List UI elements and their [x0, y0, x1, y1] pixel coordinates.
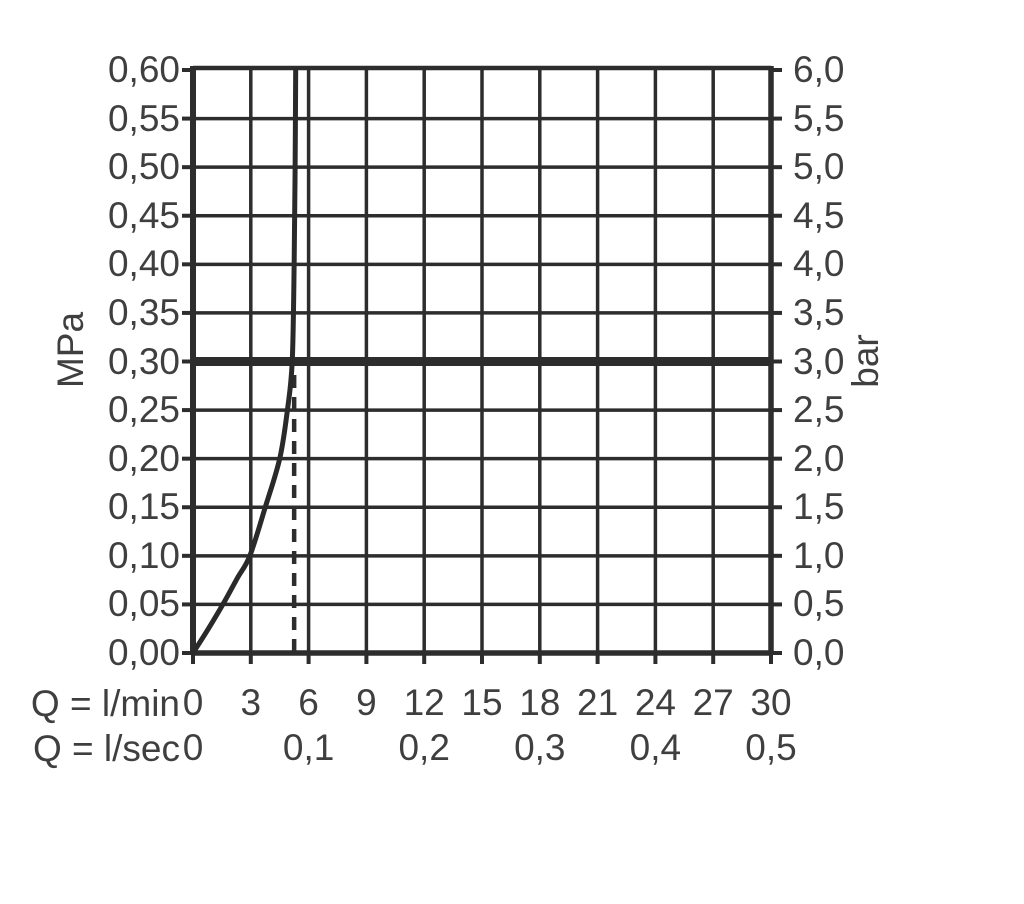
x-lmin-tick-label: 18	[519, 682, 561, 723]
y-right-tick-label: 1,0	[793, 534, 845, 576]
y-left-tick-label: 0,20	[107, 437, 180, 479]
y-right-tick-label: 5,0	[793, 146, 845, 188]
y-left-tick-label: 0,25	[107, 389, 180, 431]
x-axis-lmin-label: Q = l/min	[30, 683, 180, 724]
y-right-tick-label: 0,5	[793, 583, 845, 625]
flow-pressure-curve	[190, 67, 299, 656]
y-right-tick-label: 3,5	[793, 291, 845, 333]
y-left-tick-label: 0,00	[107, 632, 180, 673]
x-lmin-tick-label: 9	[356, 682, 377, 723]
y-left-tick-label: 0,55	[107, 97, 180, 139]
y-right-tick-label: 3,0	[793, 340, 845, 382]
x-lsec-tick-label: 0,3	[514, 727, 566, 768]
y-left-tick-label: 0,05	[107, 583, 180, 625]
y-right-tick-label: 4,5	[793, 194, 845, 236]
y-left-tick-label: 0,45	[107, 194, 180, 236]
y-right-tick-label: 2,5	[793, 389, 845, 431]
y-right-tick-label: 5,5	[793, 97, 845, 139]
y-left-tick-label: 0,40	[107, 243, 180, 285]
x-lmin-tick-label: 15	[461, 682, 503, 723]
x-lsec-tick-label: 0,4	[629, 727, 682, 768]
x-lmin-tick-label: 6	[298, 682, 319, 723]
x-lsec-tick-label: 0,5	[745, 727, 797, 768]
x-lsec-tick-label: 0,2	[398, 727, 450, 768]
y-right-tick-label: 0,0	[793, 632, 845, 673]
x-lsec-tick-label: 0	[182, 727, 204, 768]
x-axis-lsec-label: Q = l/sec	[32, 728, 180, 769]
y-left-tick-label: 0,50	[107, 146, 180, 188]
y-left-tick-label: 0,10	[107, 534, 180, 576]
x-lmin-tick-label: 0	[182, 682, 204, 723]
x-lmin-tick-label: 27	[692, 682, 734, 723]
y-left-tick-label: 0,35	[107, 291, 180, 333]
x-lmin-tick-label: 24	[634, 682, 676, 723]
y-right-tick-label: 2,0	[793, 437, 845, 479]
y-left-tick-label: 0,30	[107, 340, 180, 382]
x-lmin-tick-label: 3	[240, 682, 262, 723]
x-lmin-tick-label: 12	[403, 682, 445, 723]
x-lsec-tick-label: 0,1	[282, 727, 335, 768]
y-left-tick-label: 0,60	[107, 49, 180, 90]
y-right-tick-label: 6,0	[793, 49, 845, 90]
y-right-tick-label: 1,5	[793, 486, 845, 528]
x-lmin-tick-label: 21	[577, 682, 619, 723]
y-left-tick-label: 0,15	[107, 486, 180, 528]
x-lmin-tick-label: 30	[750, 682, 792, 723]
y-right-tick-label: 4,0	[793, 243, 845, 285]
